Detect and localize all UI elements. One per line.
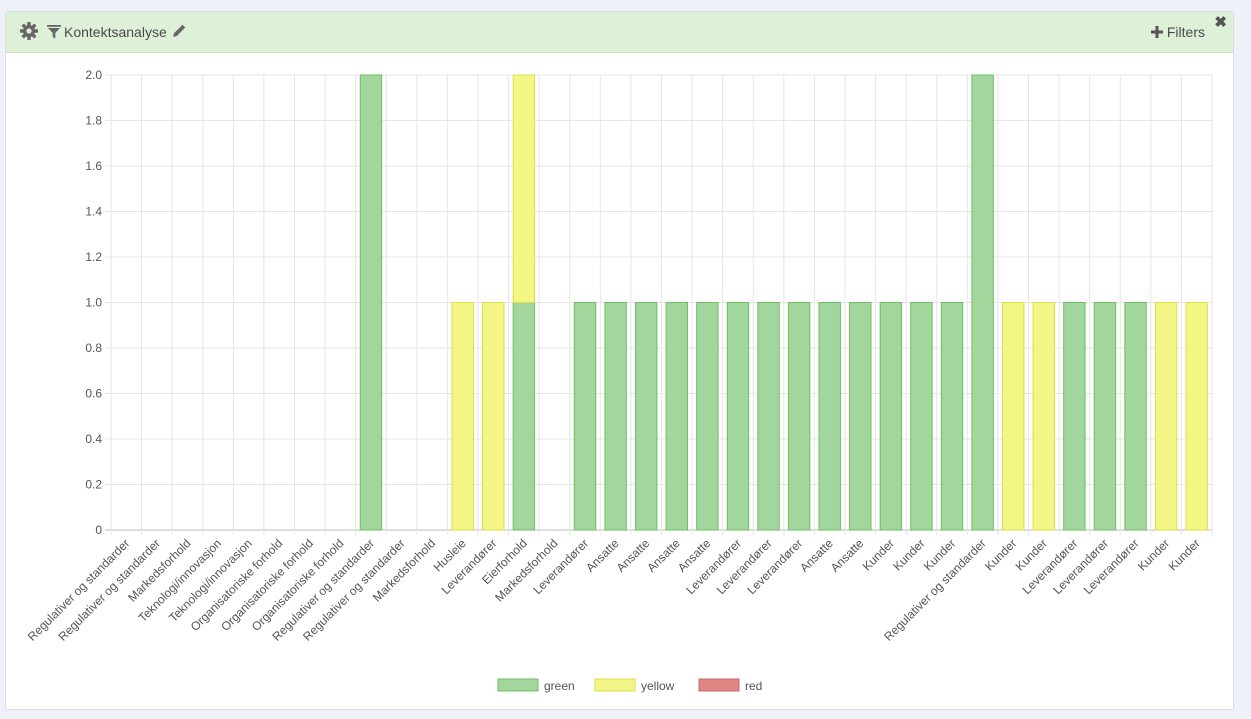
bar-yellow xyxy=(482,302,505,531)
bar-green xyxy=(757,302,780,531)
y-tick-label: 0 xyxy=(95,523,102,537)
bar-green xyxy=(849,302,872,531)
x-tick-label: Ansatte xyxy=(797,536,836,575)
bar-green xyxy=(910,302,933,531)
bar-yellow xyxy=(1032,302,1055,531)
x-tick-label: Kunder xyxy=(860,536,897,573)
bar-green xyxy=(879,302,903,531)
bar-green xyxy=(971,74,994,531)
x-tick-label: Kunder xyxy=(1166,536,1203,573)
chart-area: 0 0.2 0.4 0.6 0.8 1.0 1.2 1.4 1.6 1.8 2.0 Regulativ… xyxy=(6,53,1233,709)
bar-yellow xyxy=(1185,302,1208,531)
bar-green xyxy=(940,302,964,531)
legend-label-yellow: yellow xyxy=(641,679,675,693)
bar-chart: 00.20.40.60.81.01.21.41.61.82.0Regulativ… xyxy=(25,68,1213,693)
x-tick-label: Ansatte xyxy=(614,536,653,575)
bar-green xyxy=(1063,302,1086,531)
panel-header: Kontektsanalyse Filters ✖ xyxy=(6,12,1233,53)
close-icon[interactable]: ✖ xyxy=(1214,14,1227,31)
bar-green xyxy=(359,74,383,531)
y-tick-label: 1.0 xyxy=(85,296,102,310)
bar-green xyxy=(1093,302,1117,531)
legend-label-green: green xyxy=(544,679,575,693)
y-tick-label: 0.2 xyxy=(85,478,102,492)
y-tick-label: 1.8 xyxy=(85,114,102,128)
bar-green xyxy=(818,302,841,531)
plus-icon xyxy=(1150,26,1163,38)
y-tick-label: 1.2 xyxy=(85,250,102,264)
x-tick-label: Ansatte xyxy=(644,536,683,575)
bar-green xyxy=(573,302,597,531)
x-tick-label: Ansatte xyxy=(828,536,867,575)
bar-green xyxy=(1124,302,1147,531)
gear-icon[interactable] xyxy=(19,21,39,41)
bar-green xyxy=(604,302,627,531)
bar-yellow xyxy=(512,74,536,303)
bar-yellow xyxy=(1002,302,1025,531)
filters-label: Filters xyxy=(1166,24,1205,40)
legend-swatch-red xyxy=(698,678,740,692)
bar-green xyxy=(726,302,750,531)
y-tick-label: 2.0 xyxy=(85,68,102,82)
x-tick-label: Kunder xyxy=(982,536,1019,573)
y-tick-label: 0.4 xyxy=(85,432,102,446)
y-tick-label: 1.4 xyxy=(85,205,102,219)
x-tick-label: Kunder xyxy=(890,536,927,573)
bar-yellow xyxy=(451,302,474,531)
y-tick-label: 0.8 xyxy=(85,341,102,355)
bar-green xyxy=(635,302,658,531)
bar-green xyxy=(787,302,811,531)
pencil-icon[interactable] xyxy=(172,24,186,38)
bar-green xyxy=(512,302,536,531)
y-tick-label: 0.6 xyxy=(85,387,102,401)
chart-panel: Kontektsanalyse Filters ✖ 0 0.2 0.4 0.6 0.8 1… xyxy=(5,11,1234,710)
x-tick-label: Kunder xyxy=(1135,536,1172,573)
page-title: Kontektsanalyse xyxy=(64,24,167,40)
bar-green xyxy=(665,302,688,531)
x-tick-label: Ansatte xyxy=(583,536,622,575)
bar-yellow xyxy=(1154,302,1178,531)
funnel-icon[interactable] xyxy=(47,25,61,39)
legend-swatch-green xyxy=(497,678,539,692)
bar-green xyxy=(696,302,719,531)
legend-label-red: red xyxy=(745,679,762,693)
y-tick-label: 1.6 xyxy=(85,159,102,173)
legend-swatch-yellow xyxy=(594,678,636,692)
filters-button[interactable]: Filters xyxy=(1150,24,1205,40)
